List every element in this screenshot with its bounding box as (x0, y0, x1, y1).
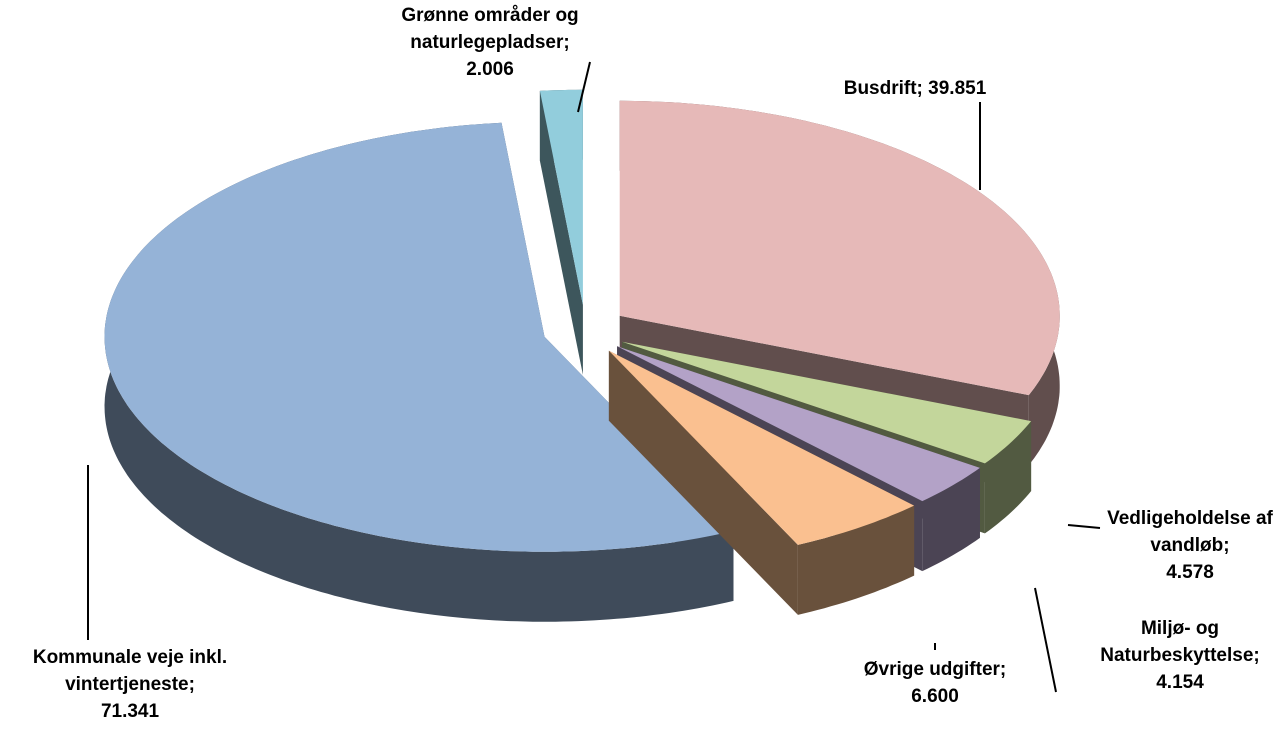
slice (104, 122, 734, 622)
slice-side (539, 90, 583, 375)
data-label: Vedligeholdelse af vandløb; 4.578 (1105, 505, 1275, 586)
slice-wall (797, 505, 915, 615)
slice-wall (104, 122, 734, 622)
leader-line (1067, 524, 1101, 529)
label-category: Øvrige udgifter; (863, 659, 1007, 680)
label-value: 4.578 (1166, 562, 1214, 583)
label-value: 4.154 (1156, 672, 1204, 693)
leader-line (577, 61, 591, 113)
slice-top (104, 122, 734, 552)
slice (608, 350, 915, 615)
leader-line (1034, 587, 1057, 693)
label-value: 2.006 (466, 59, 514, 80)
label-value: 6.600 (911, 686, 959, 707)
slice-top (617, 346, 980, 502)
label-category: Vedligeholdelse af vandløb; (1107, 508, 1273, 556)
slice-wall (922, 467, 980, 572)
label-category: Busdrift; (843, 78, 923, 99)
slice (539, 89, 583, 375)
data-label: Busdrift; 39.851 (785, 75, 1045, 102)
slice-top (619, 100, 1060, 396)
label-value: 39.851 (928, 78, 987, 99)
slice-top (622, 341, 1032, 464)
data-label: Grønne områder og naturlegepladser; 2.006 (365, 2, 615, 83)
label-category: Miljø- og Naturbeskyttelse; (1100, 618, 1260, 666)
label-category: Kommunale veje inkl. vintertjeneste; (32, 647, 228, 695)
slice-wall (984, 421, 1032, 534)
data-label: Øvrige udgifter; 6.600 (840, 656, 1030, 710)
data-label: Miljø- og Naturbeskyttelse; 4.154 (1080, 615, 1280, 696)
data-label: Kommunale veje inkl. vintertjeneste; 71.3… (0, 644, 260, 725)
slice-top (608, 350, 915, 545)
slice-top (539, 89, 583, 305)
label-category: Grønne områder og naturlegepladser; (401, 5, 579, 53)
slice-side (608, 350, 798, 615)
label-value: 71.341 (100, 701, 160, 722)
